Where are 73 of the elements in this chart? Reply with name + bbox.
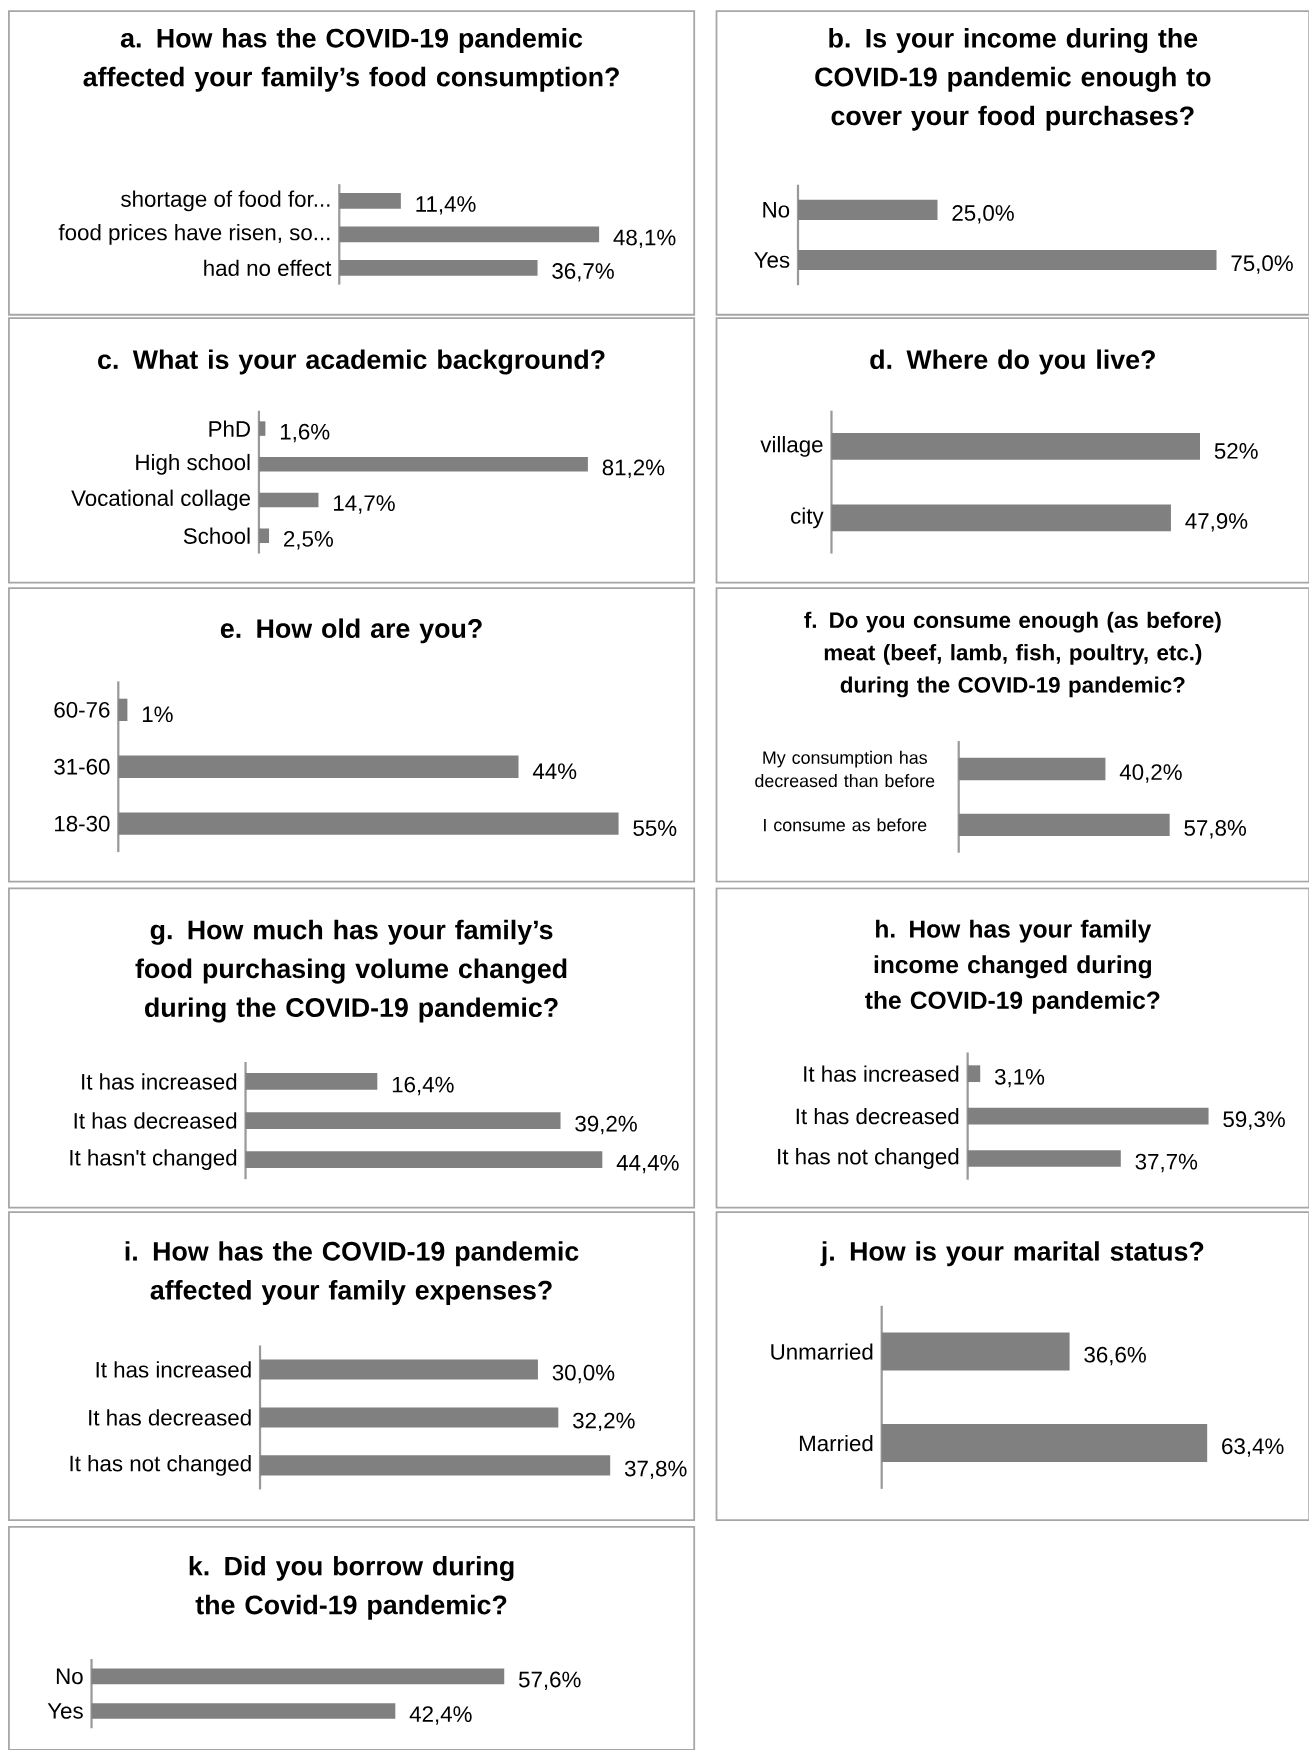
data-label: 44%: [532, 763, 577, 780]
y-tick-label: Unmarried: [771, 1343, 873, 1360]
chart-title: g. How much has your family’s food purchasing volume changed during the COVID-19 pandemic?: [135, 919, 567, 1023]
chart-title: j. How is your marital status?: [820, 1241, 1204, 1267]
chart-title: b. Is your income during the COVID-19 pandemic enough to cover your food purchases?: [815, 28, 1211, 131]
y-tick-label: No: [763, 202, 790, 218]
y-tick-label: shortage of food for...: [121, 190, 330, 212]
y-tick-label: Vocational collage: [71, 489, 250, 511]
data-label: 48,1%: [613, 229, 676, 249]
y-tick-label: Yes: [47, 1703, 83, 1719]
data-label: 63,4%: [1222, 1438, 1284, 1457]
y-tick-label: It has not changed: [70, 1455, 251, 1476]
chart-title: i. How has the COVID-19 pandemic affected your family expenses?: [125, 1241, 579, 1305]
data-label: 36,6%: [1084, 1346, 1146, 1366]
data-label: 14,7%: [333, 495, 395, 514]
data-label: 47,9%: [1185, 513, 1248, 532]
data-label: 42,4%: [409, 1706, 472, 1725]
y-tick-label: It hasn't changed: [70, 1149, 237, 1170]
data-label: 57,6%: [518, 1671, 581, 1691]
data-label: 37,8%: [624, 1460, 687, 1480]
y-tick-label: PhD: [209, 420, 250, 437]
y-tick-label: No: [56, 1668, 83, 1685]
y-tick-label: I consume as before: [763, 818, 927, 832]
data-label: 2,5%: [283, 530, 333, 550]
y-tick-label: It has not changed: [778, 1148, 959, 1169]
data-label: 36,7%: [552, 263, 614, 282]
y-tick-label: My consumption has decreased than before: [755, 750, 935, 788]
bar: [258, 528, 269, 543]
chart-title: c. What is your academic background?: [98, 349, 605, 375]
y-tick-label: School: [183, 527, 250, 544]
y-tick-label: It has decreased: [796, 1107, 959, 1125]
y-tick-label: 31-60: [54, 758, 110, 775]
bar: [258, 457, 588, 472]
data-label: 16,4%: [392, 1076, 454, 1096]
bar: [258, 492, 319, 508]
y-tick-label: had no effect: [204, 259, 332, 277]
data-label: 3,1%: [994, 1068, 1045, 1088]
data-label: 37,7%: [1135, 1153, 1198, 1173]
data-label: 30,0%: [552, 1364, 615, 1384]
data-label: 75,0%: [1231, 255, 1293, 274]
chart-title: k. Did you borrow during the Covid-19 pandemic?: [189, 1555, 514, 1620]
y-tick-label: city: [790, 507, 824, 529]
y-tick-label: High school: [136, 453, 250, 475]
y-tick-label: 18-30: [54, 815, 110, 832]
y-tick-label: Yes: [754, 252, 790, 268]
data-label: 44,4%: [616, 1154, 679, 1174]
chart-title: h. How has your family income changed during the COVID-19 pandemic?: [865, 919, 1160, 1014]
data-label: 39,2%: [575, 1115, 637, 1135]
chart-title: f. Do you consume enough (as before) meat (beef, lamb, fish, poultry, etc.) during the COVID-19 pandemic?: [804, 611, 1221, 698]
data-label: 32,2%: [572, 1412, 635, 1432]
chart-title: d. Where do you live?: [870, 349, 1155, 375]
data-label: 57,8%: [1184, 820, 1246, 839]
y-tick-label: food prices have risen, so...: [58, 223, 330, 245]
data-label: 11,4%: [416, 196, 476, 215]
y-tick-label: village: [760, 436, 823, 457]
data-label: 59,3%: [1223, 1111, 1285, 1130]
data-label: 52%: [1214, 443, 1258, 459]
y-tick-label: It has decreased: [74, 1112, 237, 1129]
data-label: 55%: [633, 820, 677, 836]
y-tick-label: It has increased: [96, 1361, 251, 1378]
bar: [258, 421, 266, 436]
chart-title: a. How has the COVID-19 pandemic affected your family’s food consumption?: [83, 28, 619, 92]
chart-title: e. How old are you?: [220, 618, 482, 644]
data-label: 81,2%: [602, 459, 665, 478]
y-tick-label: It has increased: [804, 1065, 959, 1082]
y-tick-label: 60-76: [54, 701, 110, 718]
y-tick-label: Married: [799, 1434, 873, 1452]
y-tick-label: It has increased: [82, 1073, 237, 1090]
data-label: 1,6%: [280, 423, 330, 443]
data-label: 40,2%: [1119, 764, 1182, 783]
data-label: 1%: [142, 706, 173, 723]
y-tick-label: It has decreased: [89, 1409, 251, 1426]
data-label: 25,0%: [952, 205, 1014, 224]
